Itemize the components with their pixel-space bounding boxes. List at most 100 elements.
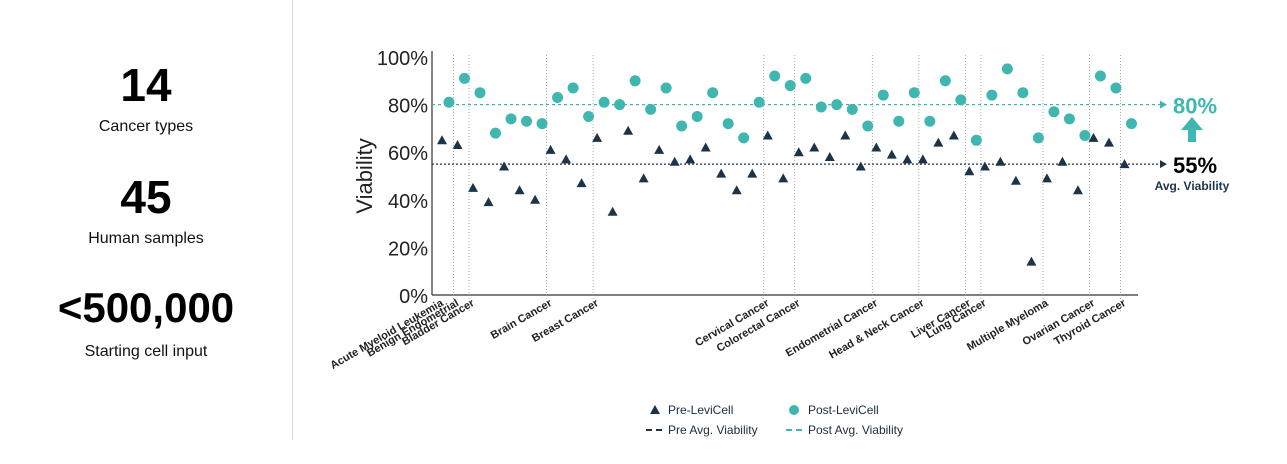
panel-divider [292,0,293,440]
post-viability-point [443,96,455,108]
legend-pre: Pre-LeviCell [640,402,733,418]
dashed-line-teal-icon [780,424,808,436]
pre-viability-point [1057,156,1068,166]
pre-viability-point [793,147,804,157]
legend-pre-avg: Pre Avg. Viability [640,422,758,438]
pre-viability-point [933,137,944,147]
pre-viability-point [809,142,820,152]
post-viability-point [862,120,874,132]
post-viability-point [490,127,502,139]
post-viability-point [474,87,486,99]
post-average-arrowhead [1160,100,1167,109]
pre-viability-point [1010,175,1021,185]
post-viability-point [939,75,951,87]
pre-viability-point [623,125,634,135]
post-viability-point [536,118,548,130]
pre-viability-point [514,185,525,195]
legend-post: Post-LeviCell [780,402,879,418]
post-viability-point [660,82,672,94]
starting-cell-input-value: <500,000 [57,284,235,331]
pre-viability-point [654,144,665,154]
pre-viability-point [731,185,742,195]
pre-viability-point [1041,173,1052,183]
post-viability-point [1048,106,1060,118]
post-viability-point [924,115,936,127]
pre-viability-point [917,154,928,164]
pre-viability-point [561,154,572,164]
pre-viability-point [437,135,447,145]
post-viability-point [722,118,734,130]
pre-viability-point [1026,256,1037,266]
legend-post-avg-label: Post Avg. Viability [808,423,903,437]
circle-marker-icon [780,404,808,416]
post-viability-point [784,80,796,92]
pre-viability-point [979,161,990,171]
y-tick-label: 0% [399,286,428,308]
post-viability-point [645,103,657,115]
pre-viability-point [638,173,649,183]
pre-viability-point [824,151,835,161]
up-arrow-icon [1181,117,1203,142]
post-viability-point [893,115,905,127]
dashed-line-icon [640,424,668,436]
pre-viability-point [499,161,510,171]
post-viability-point [629,75,641,87]
post-viability-point [800,72,812,84]
post-viability-point [505,113,517,125]
pre-viability-point [902,154,913,164]
pre-viability-point [530,194,541,204]
pre-viability-point [840,130,851,140]
post-viability-point [753,96,765,108]
stats-panel: 14 Cancer types 45 Human samples <500,00… [0,0,292,464]
post-viability-point [1110,82,1122,94]
post-viability-point [1094,70,1106,82]
human-samples-label: Human samples [88,230,204,247]
pre-viability-point [483,197,494,207]
legend-pre-label: Pre-LeviCell [668,403,734,417]
pre-viability-point [948,130,959,140]
post-viability-point [1063,113,1075,125]
y-tick-label: 60% [388,143,428,165]
pre-viability-point [685,154,696,164]
legend-pre-avg-label: Pre Avg. Viability [668,423,758,437]
pre-viability-point [1072,185,1083,195]
pre-viability-point [545,144,556,154]
post-viability-point [955,94,967,106]
pre-viability-point [468,182,479,192]
post-viability-point [521,115,533,127]
post-viability-point [676,120,688,132]
pre-viability-point [452,140,463,150]
legend-post-avg: Post Avg. Viability [780,422,903,438]
post-viability-point [877,89,889,101]
chart-legend: Pre-LeviCell Post-LeviCell Pre Avg. Viab… [640,402,960,442]
pre-viability-point [716,168,727,178]
starting-cell-input-label: Starting cell input [84,343,208,360]
human-samples-count: 45 [120,171,172,223]
post-viability-point [583,111,595,122]
post-viability-point [1079,130,1091,142]
pre-viability-point [700,142,711,152]
cancer-types-label: Cancer types [98,118,194,135]
post-viability-point [738,132,750,144]
pre-viability-point [607,206,618,216]
pre-average-value: 55% [1173,153,1217,178]
pre-viability-point [871,142,882,152]
post-viability-point [769,70,781,82]
average-viability-caption: Avg. Viability [1155,179,1230,193]
post-viability-point [1125,118,1137,130]
post-viability-point [691,111,703,122]
post-viability-point [1001,63,1013,75]
post-viability-point [815,101,827,113]
pre-viability-point [669,156,680,166]
post-viability-point [1017,87,1029,99]
y-tick-label: 100% [377,48,428,70]
post-viability-point [458,72,470,84]
cancer-types-count: 14 [120,59,172,111]
pre-viability-point [995,156,1006,166]
y-tick-label: 80% [388,96,428,118]
post-average-value: 80% [1173,94,1217,119]
pre-viability-point [1103,137,1114,147]
pre-viability-point [1088,132,1099,142]
post-viability-point [707,87,719,99]
